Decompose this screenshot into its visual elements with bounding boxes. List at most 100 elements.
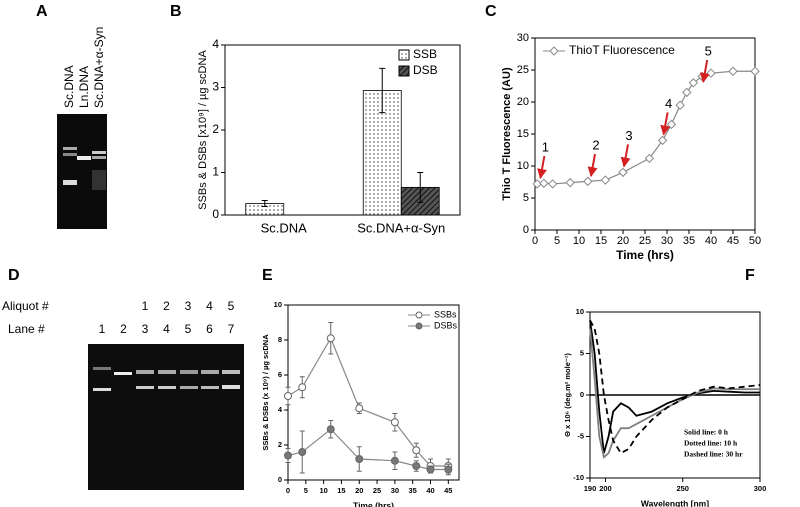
marker xyxy=(284,392,292,400)
x-tick-label: Sc.DNA xyxy=(261,220,308,235)
legend-label: DSBs xyxy=(434,320,458,330)
lane-label: 7 xyxy=(228,322,235,336)
aliquot-label: 3 xyxy=(185,299,192,313)
marker xyxy=(355,404,364,413)
x-tick-label: 45 xyxy=(727,235,739,247)
annotation-label: 3 xyxy=(625,128,632,143)
annotation-label: 1 xyxy=(542,139,549,154)
y-axis-label: SSBs & DSBs [x10⁹] / µg scDNA xyxy=(197,50,209,210)
marker xyxy=(298,383,307,392)
marker xyxy=(284,451,292,460)
row-label: Lane # xyxy=(8,322,45,336)
annotation-arrow xyxy=(587,153,598,178)
marker xyxy=(675,100,685,110)
x-axis-label: Time (hrs) xyxy=(353,500,394,507)
panel-label: F xyxy=(745,267,755,284)
x-tick-label: 30 xyxy=(391,486,399,495)
y-tick-label: 20 xyxy=(517,96,529,108)
marker xyxy=(444,465,453,474)
x-tick-label: 25 xyxy=(373,486,381,495)
series-line xyxy=(287,428,449,471)
y-tick-label: 4 xyxy=(212,37,219,51)
series-line xyxy=(537,70,755,185)
marker xyxy=(666,119,677,130)
y-axis-label: Thio T Fluorescence (AU) xyxy=(501,67,513,201)
x-tick-label: 15 xyxy=(337,486,345,495)
marker xyxy=(298,448,307,456)
annotation-arrow xyxy=(660,112,671,136)
lane-label: Ln.DNA xyxy=(77,66,91,108)
marker xyxy=(547,179,558,189)
legend-label: Dotted line: 10 h xyxy=(684,439,738,448)
marker xyxy=(412,446,421,455)
marker xyxy=(390,418,399,427)
panel-label: E xyxy=(262,267,273,284)
x-tick-label: 20 xyxy=(355,486,363,495)
y-tick-label: 0 xyxy=(278,475,282,484)
y-axis-label: Θ x 10⁶ (deg.m² mole⁻¹) xyxy=(563,353,572,437)
x-tick-label: 35 xyxy=(683,235,695,247)
marker xyxy=(728,66,738,76)
series-line xyxy=(287,336,449,467)
x-tick-label: 0 xyxy=(286,486,290,495)
plot-frame xyxy=(534,37,756,231)
x-tick-label: 35 xyxy=(409,486,417,495)
marker xyxy=(688,78,699,88)
legend-label: SSBs xyxy=(434,309,457,319)
plot-frame xyxy=(287,304,460,481)
marker xyxy=(600,175,611,185)
x-tick-label: 20 xyxy=(617,235,629,247)
annotation-arrow xyxy=(537,155,547,179)
marker xyxy=(644,153,655,164)
x-tick-label: 25 xyxy=(639,235,651,247)
x-tick-label: 15 xyxy=(595,235,607,247)
annotation-label: 5 xyxy=(705,43,712,58)
aliquot-label: 2 xyxy=(163,299,170,313)
marker xyxy=(750,66,760,76)
marker xyxy=(565,177,575,188)
y-tick-label: 0 xyxy=(580,390,584,399)
y-tick-label: 1 xyxy=(212,165,219,179)
panel-label: C xyxy=(485,3,497,20)
x-tick-label: 30 xyxy=(661,235,673,247)
marker xyxy=(539,178,549,188)
x-tick-label: 45 xyxy=(444,486,452,495)
y-tick-label: 5 xyxy=(523,192,529,204)
error-bar xyxy=(261,200,268,207)
marker xyxy=(706,68,716,78)
x-tick-label: 5 xyxy=(304,486,308,495)
marker xyxy=(355,455,364,463)
marker xyxy=(412,462,421,470)
y-tick-label: 3 xyxy=(212,80,219,94)
y-tick-label: 10 xyxy=(274,300,282,309)
marker xyxy=(583,176,593,187)
error-bar xyxy=(417,172,424,203)
x-tick-label: 200 xyxy=(599,484,612,493)
x-tick-label: 40 xyxy=(705,235,717,247)
y-tick-label: 10 xyxy=(517,160,529,172)
x-tick-label: 10 xyxy=(319,486,327,495)
y-tick-label: 2 xyxy=(278,440,282,449)
series-line xyxy=(589,319,761,455)
annotation-label: 2 xyxy=(592,138,599,153)
error-bar xyxy=(379,67,386,114)
y-tick-label: 8 xyxy=(278,335,282,344)
gel-image xyxy=(57,114,107,229)
x-tick-label: 5 xyxy=(554,235,560,247)
marker xyxy=(618,167,628,178)
annotation-arrow xyxy=(620,144,631,168)
chart: F -10 -5 0 5 10 190 200 250 300 Wavelength [nm] Θ x… xyxy=(563,267,766,507)
panel-label: B xyxy=(170,3,182,20)
legend-label: SSB xyxy=(413,47,437,61)
lane-label: 1 xyxy=(99,322,106,336)
panel-label: D xyxy=(8,267,20,284)
legend-label: Solid line: 0 h xyxy=(684,428,729,437)
legend-marker xyxy=(549,46,559,56)
y-tick-label: -5 xyxy=(577,431,584,440)
y-tick-label: 2 xyxy=(212,122,219,136)
lane-label: 6 xyxy=(206,322,213,336)
marker xyxy=(390,456,399,465)
